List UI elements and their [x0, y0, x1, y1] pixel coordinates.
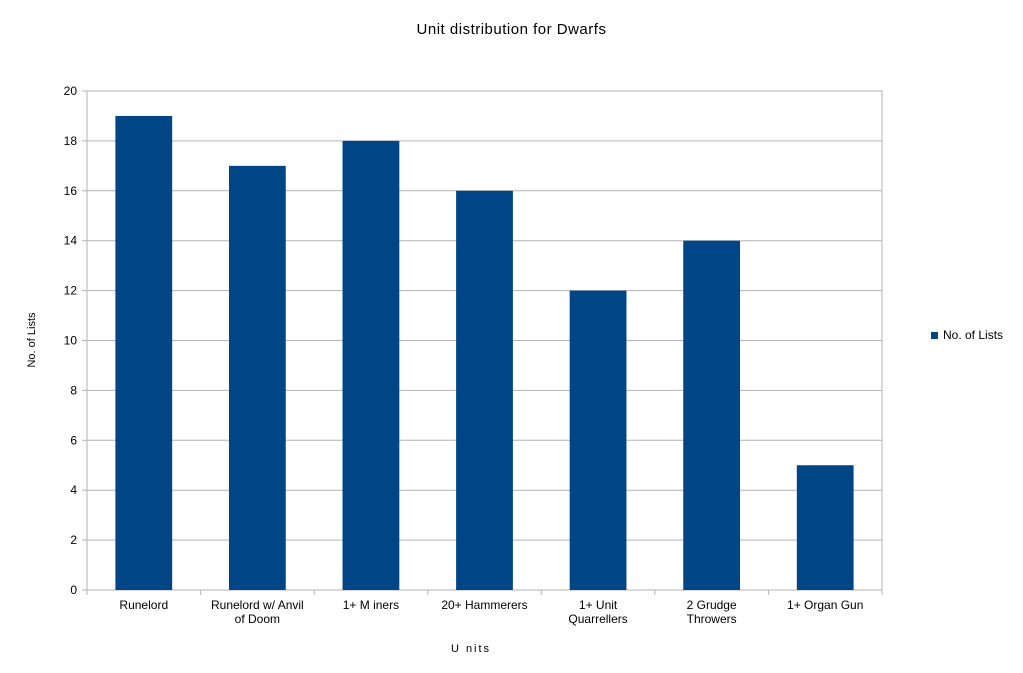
x-tick-label-line: 2 Grudge — [687, 598, 737, 612]
legend: No. of Lists — [931, 328, 1003, 342]
x-tick-label: 1+ M iners — [343, 598, 399, 612]
x-tick-label-line: of Doom — [235, 612, 280, 626]
x-tick-label-line: 20+ Hammerers — [441, 598, 527, 612]
x-tick-label: Runelord w/ Anvil of Doom — [211, 598, 304, 626]
bar — [683, 240, 741, 590]
bar — [796, 465, 854, 590]
x-tick-label-line: Quarrellers — [568, 612, 627, 626]
x-tick-label-line: Runelord w/ Anvil — [211, 598, 304, 612]
y-tick-label: 6 — [70, 433, 77, 447]
x-tick-label: 1+ Organ Gun — [787, 598, 863, 612]
bar — [342, 140, 400, 590]
y-tick-label: 0 — [70, 583, 77, 597]
x-tick-label-line: 1+ Unit — [579, 598, 618, 612]
bar — [569, 290, 627, 590]
bar — [456, 190, 513, 591]
bar — [228, 165, 286, 590]
x-tick-label-line: Throwers — [687, 612, 737, 626]
x-tick-label: 20+ Hammerers — [441, 598, 527, 612]
y-tick-label: 14 — [64, 234, 78, 248]
legend-swatch — [931, 331, 938, 339]
x-tick-label: Runelord — [119, 598, 168, 612]
x-tick-label: 2 Grudge Throwers — [687, 598, 737, 626]
y-tick-label: 8 — [70, 383, 77, 397]
y-tick-label: 12 — [64, 284, 78, 298]
x-tick-label-line: 1+ Organ Gun — [787, 598, 863, 612]
y-axis-label: No. of Lists — [26, 312, 38, 368]
y-tick-labels: 0 2 4 6 8 10 12 14 16 18 20 — [64, 84, 78, 597]
legend-label: No. of Lists — [943, 328, 1004, 342]
bar — [115, 115, 173, 590]
y-tick-label: 16 — [64, 184, 78, 198]
chart-title: Unit distribution for Dwarfs — [416, 21, 607, 38]
x-tick-label-line: 1+ M iners — [343, 598, 399, 612]
y-tick-label: 4 — [70, 483, 77, 497]
x-tick-label: 1+ Unit Quarrellers — [568, 598, 627, 626]
bars — [115, 115, 854, 591]
x-axis-label: U nits — [450, 643, 492, 655]
y-tick-label: 20 — [64, 84, 78, 98]
y-tick-label: 18 — [64, 134, 78, 148]
y-tick-label: 10 — [64, 334, 78, 348]
x-tick-labels: Runelord Runelord w/ Anvil of Doom 1+ M ine… — [119, 598, 863, 626]
x-tick-label-line: Runelord — [119, 598, 168, 612]
y-tick-label: 2 — [70, 533, 77, 547]
